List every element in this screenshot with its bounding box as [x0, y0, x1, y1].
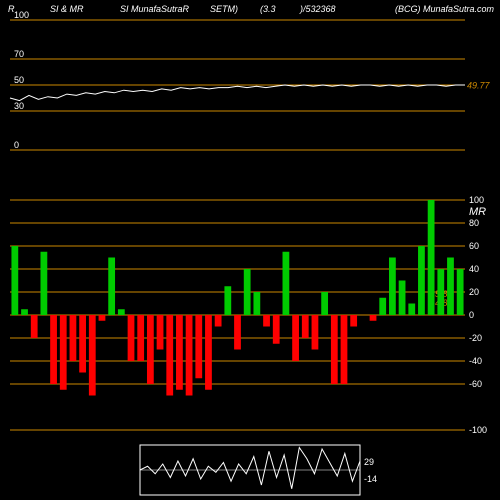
- mr-bar: [389, 258, 396, 316]
- mr-bar: [350, 315, 357, 327]
- bottom-ytick: -20: [469, 333, 482, 343]
- mr-bar: [31, 315, 38, 338]
- mr-bar: [60, 315, 67, 390]
- mr-bar: [234, 315, 241, 350]
- mr-bar: [11, 246, 18, 315]
- mr-bar: [50, 315, 57, 384]
- bottom-ytick: 60: [469, 241, 479, 251]
- mr-bar: [244, 269, 251, 315]
- mr-bar: [89, 315, 96, 396]
- header-left3: SI MunafaSutraR: [120, 4, 190, 14]
- mr-bar: [331, 315, 338, 384]
- bottom-ytick: 100: [469, 195, 484, 205]
- mr-bar: [195, 315, 202, 378]
- mr-bar: [292, 315, 299, 361]
- bottom-ytick: 40: [469, 264, 479, 274]
- top-ytick: 100: [14, 10, 29, 20]
- mr-bar: [370, 315, 377, 321]
- chart-canvas: RSI & MRSI MunafaSutraRSETM)(3.3)/532368…: [0, 0, 500, 500]
- mr-bar: [253, 292, 260, 315]
- mr-bar: [302, 315, 309, 338]
- bottom-ytick: -40: [469, 356, 482, 366]
- mr-bar: [186, 315, 193, 396]
- mr-bar: [418, 246, 425, 315]
- bottom-ytick: 20: [469, 287, 479, 297]
- mr-bar: [157, 315, 164, 350]
- header-left2: SI & MR: [50, 4, 84, 14]
- mr-bar: [108, 258, 115, 316]
- rsi-value-label: 49.77: [467, 80, 491, 90]
- mr-bar: [321, 292, 328, 315]
- header-left4: SETM): [210, 4, 238, 14]
- top-ytick: 50: [14, 75, 24, 85]
- mr-bar: [79, 315, 86, 373]
- mr-bar: [399, 281, 406, 316]
- mr-bar: [447, 258, 454, 316]
- mr-bar: [341, 315, 348, 384]
- mr-bar: [70, 315, 77, 361]
- mr-bar: [273, 315, 280, 344]
- mr-bar: [99, 315, 106, 321]
- mr-bar: [176, 315, 183, 390]
- mr-bar: [147, 315, 154, 384]
- header-mid: (3.3: [260, 4, 276, 14]
- mr-bar: [263, 315, 270, 327]
- bottom-ytick: 0: [469, 310, 474, 320]
- mr-label: MR: [469, 206, 486, 218]
- top-ytick: 30: [14, 101, 24, 111]
- bottom-ytick: 80: [469, 218, 479, 228]
- chart-container: RSI & MRSI MunafaSutraRSETM)(3.3)/532368…: [0, 0, 500, 500]
- mr-bar: [312, 315, 319, 350]
- mini-label-top: 29: [364, 457, 374, 467]
- top-ytick: 0: [14, 140, 19, 150]
- mini-label-bottom: -14: [364, 474, 377, 484]
- mr-bar: [118, 309, 125, 315]
- mr-bar: [379, 298, 386, 315]
- mr-bar: [283, 252, 290, 315]
- mr-bar: [224, 286, 231, 315]
- bottom-ytick: -100: [469, 425, 487, 435]
- mr-bar: [21, 309, 28, 315]
- mr-bar: [166, 315, 173, 396]
- mr-bar: [205, 315, 212, 390]
- mr-bar: [428, 200, 435, 315]
- header-right: (BCG) MunafaSutra.com: [395, 4, 495, 14]
- top-ytick: 70: [14, 49, 24, 59]
- bottom-ytick: -60: [469, 379, 482, 389]
- mr-bar: [128, 315, 135, 361]
- mr-bar: [40, 252, 47, 315]
- mr-bar: [137, 315, 144, 361]
- mr-bar: [457, 269, 464, 315]
- mr-bar: [215, 315, 222, 327]
- mr-bar: [437, 269, 444, 315]
- header-mid2: )/532368: [299, 4, 336, 14]
- mr-bar: [408, 304, 415, 316]
